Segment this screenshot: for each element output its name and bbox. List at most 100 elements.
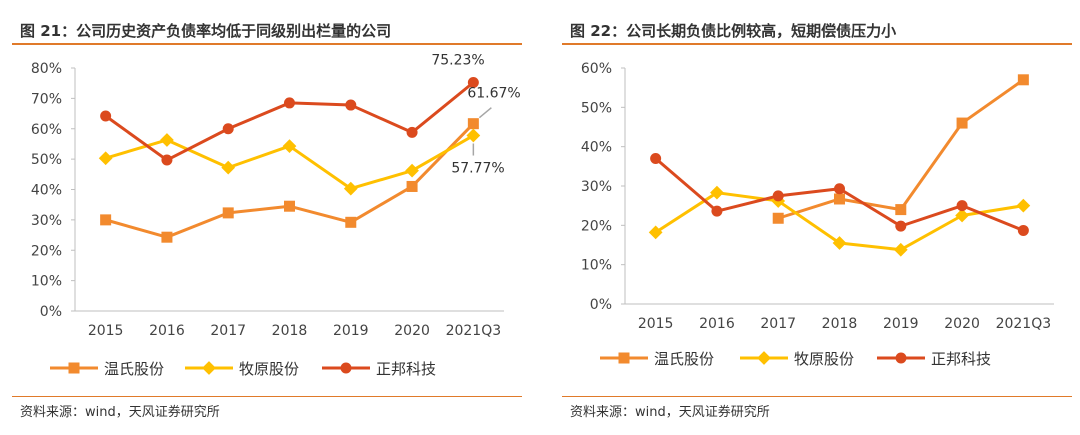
y-tick-label: 10% xyxy=(31,274,62,290)
data-point xyxy=(343,181,358,196)
y-tick-label: 10% xyxy=(581,258,612,274)
y-tick-label: 30% xyxy=(581,179,612,195)
y-tick-label: 80% xyxy=(31,61,62,77)
title-divider xyxy=(12,43,522,45)
y-tick-label: 30% xyxy=(31,213,62,229)
x-tick-label: 2019 xyxy=(333,323,369,339)
data-point xyxy=(100,110,112,122)
series-1 xyxy=(772,74,1029,224)
legend-label: 温氏股份 xyxy=(104,360,164,378)
data-point xyxy=(956,200,968,212)
data-point xyxy=(161,154,173,166)
legend-item: 温氏股份 xyxy=(600,350,714,368)
data-point xyxy=(895,220,907,232)
data-label: 57.77% xyxy=(451,161,504,177)
data-point xyxy=(100,214,112,226)
data-point xyxy=(284,97,295,109)
data-point xyxy=(895,204,907,216)
y-tick-label: 20% xyxy=(31,243,62,259)
series-2 xyxy=(648,185,1031,257)
legend-marker xyxy=(340,362,352,374)
data-point xyxy=(772,190,784,202)
line-chart-22: 0% 10% 20% 30% 40% 50% 60% 2015 2016 2017 2018 2019… xyxy=(581,61,1054,368)
series-2 xyxy=(98,128,481,196)
x-tick-label: 2017 xyxy=(760,316,796,332)
series-line xyxy=(777,78,1025,220)
y-tick-label: 0% xyxy=(590,297,612,313)
y-tick-label: 50% xyxy=(31,152,62,168)
chart-title: 图 22：公司长期负债比例较高，短期偿债压力小 xyxy=(570,22,897,40)
legend-item: 温氏股份 xyxy=(50,360,164,378)
data-point xyxy=(405,163,419,178)
source-divider xyxy=(562,396,1072,397)
x-tick-label: 2017 xyxy=(210,323,246,339)
chart-panel-21: 图 21：公司历史资产负债率均低于同级别出栏量的公司 0% 10% 20% 30% 40… xyxy=(12,0,537,435)
legend-label: 正邦科技 xyxy=(931,350,991,368)
data-label: 75.23% xyxy=(431,52,484,68)
y-tick-label: 0% xyxy=(40,304,62,320)
data-point xyxy=(345,99,357,111)
x-tick-label: 2020 xyxy=(944,316,980,332)
y-tick-label: 70% xyxy=(31,91,62,107)
data-point xyxy=(1017,224,1029,236)
legend-marker xyxy=(618,352,630,364)
data-point xyxy=(956,117,968,129)
data-point xyxy=(772,212,784,224)
data-point xyxy=(222,207,234,219)
x-tick-label: 2018 xyxy=(822,316,858,332)
legend-item: 正邦科技 xyxy=(877,350,991,368)
legend-marker xyxy=(202,361,216,375)
data-label: 61.67% xyxy=(467,86,520,102)
data-point xyxy=(466,128,481,143)
line-chart-21: 0% 10% 20% 30% 40% 50% 60% 70% 80% 2015 2016 2017 20… xyxy=(31,52,521,378)
series-3 xyxy=(100,76,479,166)
legend-item: 牧原股份 xyxy=(185,360,299,378)
data-point xyxy=(1016,198,1031,213)
data-point xyxy=(98,151,113,166)
series-3 xyxy=(650,152,1029,236)
x-tick-label: 2015 xyxy=(638,316,674,332)
title-divider xyxy=(562,43,1072,45)
y-tick-label: 40% xyxy=(581,140,612,156)
data-point xyxy=(711,205,723,217)
data-point xyxy=(893,242,908,257)
data-point xyxy=(955,208,969,223)
legend-item: 正邦科技 xyxy=(322,360,436,378)
data-point xyxy=(221,160,236,175)
data-point xyxy=(282,139,297,153)
data-point xyxy=(832,236,847,250)
source-divider xyxy=(12,396,522,397)
x-tick-label: 2018 xyxy=(272,323,308,339)
legend-label: 正邦科技 xyxy=(376,360,436,378)
data-point xyxy=(650,152,662,164)
legend-marker xyxy=(68,362,80,374)
data-point xyxy=(345,216,357,228)
legend-label: 牧原股份 xyxy=(794,350,854,368)
data-point xyxy=(406,126,418,138)
data-point xyxy=(467,118,479,130)
x-tick-label: 2019 xyxy=(883,316,919,332)
x-tick-label: 2015 xyxy=(88,323,124,339)
y-tick-label: 50% xyxy=(581,100,612,116)
x-tick-label: 2021Q3 xyxy=(446,323,502,339)
x-tick-label: 2016 xyxy=(699,316,735,332)
source-note: 资料来源：wind，天风证券研究所 xyxy=(570,405,770,420)
x-tick-label: 2020 xyxy=(394,323,430,339)
legend-label: 温氏股份 xyxy=(654,350,714,368)
data-point xyxy=(160,133,174,147)
data-point xyxy=(834,183,845,195)
data-point xyxy=(467,76,479,88)
source-note: 资料来源：wind，天风证券研究所 xyxy=(20,405,220,420)
legend-item: 牧原股份 xyxy=(740,350,854,368)
x-tick-label: 2016 xyxy=(149,323,185,339)
y-tick-label: 60% xyxy=(581,61,612,77)
legend-label: 牧原股份 xyxy=(239,360,299,378)
y-tick-label: 40% xyxy=(31,183,62,199)
chart-title: 图 21：公司历史资产负债率均低于同级别出栏量的公司 xyxy=(20,22,392,40)
legend-marker xyxy=(757,351,771,365)
data-point xyxy=(710,185,724,200)
y-tick-label: 20% xyxy=(581,218,612,234)
series-1 xyxy=(100,118,479,243)
data-point xyxy=(648,225,663,240)
data-point xyxy=(834,193,845,205)
